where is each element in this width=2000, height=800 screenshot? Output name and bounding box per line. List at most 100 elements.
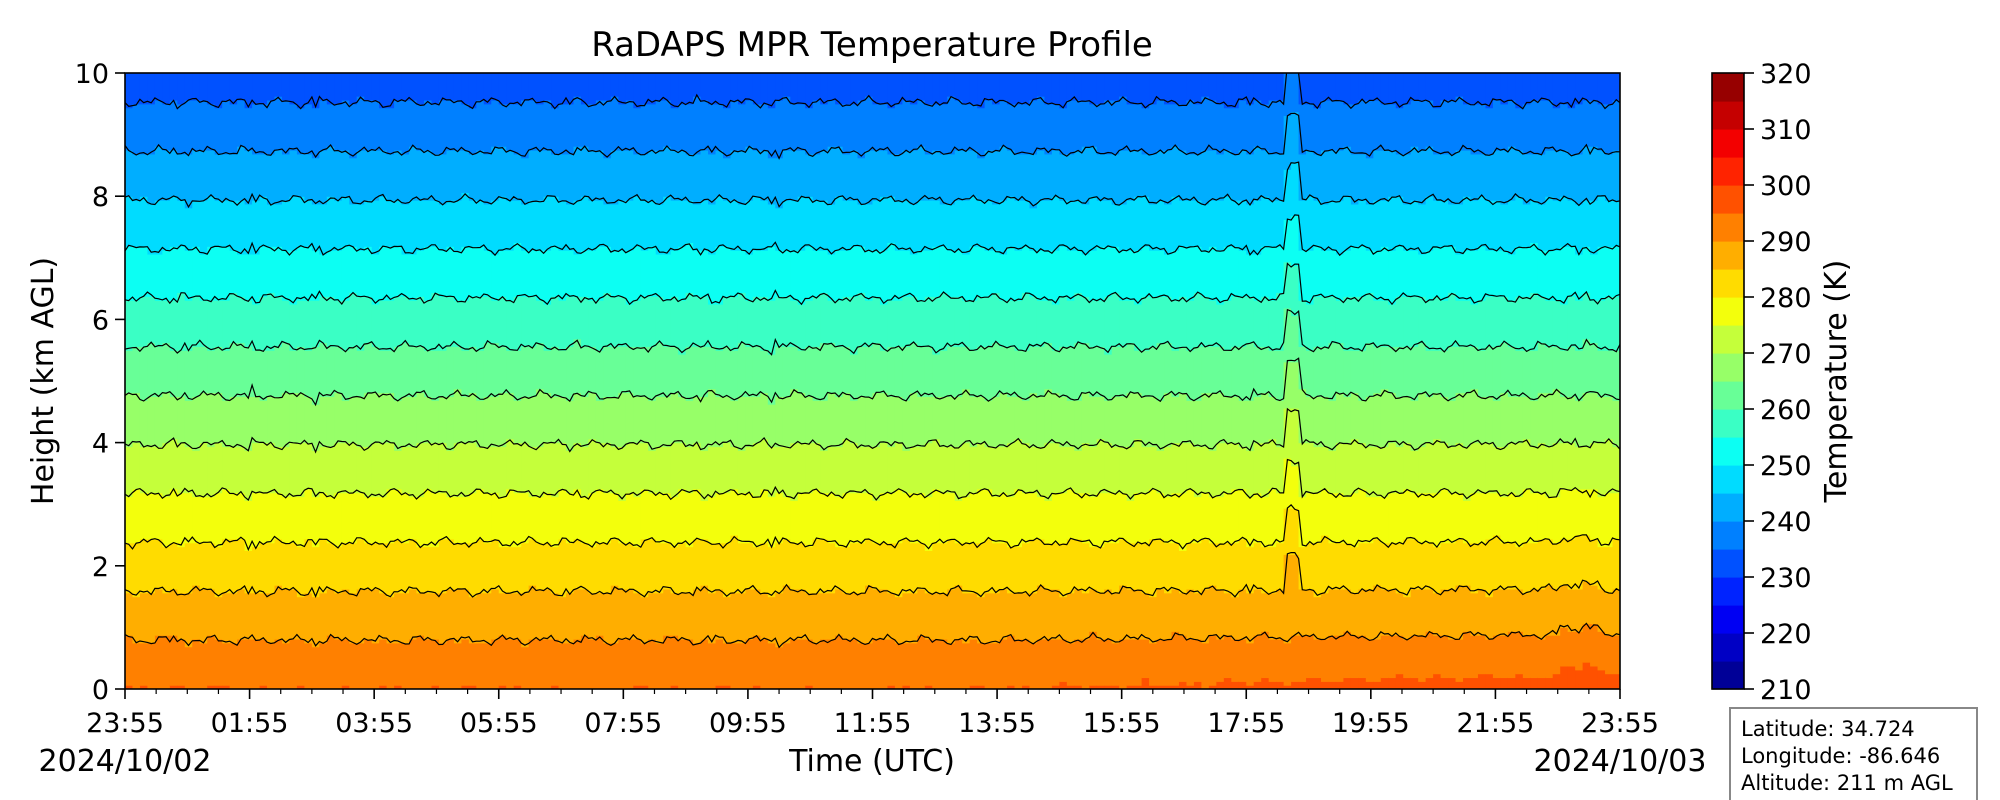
temperature-cell — [1066, 446, 1075, 490]
temperature-cell — [1096, 200, 1105, 247]
temperature-cell — [693, 203, 702, 251]
temperature-cell — [1530, 588, 1539, 636]
temperature-cell — [506, 73, 515, 105]
temperature-cell — [1059, 596, 1068, 640]
temperature-cell — [805, 442, 814, 494]
temperature-cell — [536, 73, 545, 105]
temperature-cell — [491, 300, 500, 344]
temperature-cell — [214, 685, 223, 689]
temperature-cell — [1380, 73, 1389, 105]
temperature-cell — [1141, 592, 1150, 640]
temperature-cell — [1246, 400, 1255, 451]
temperature-cell — [513, 638, 522, 686]
temperature-cell — [162, 635, 171, 689]
temperature-cell — [566, 296, 575, 347]
temperature-cell — [1321, 150, 1330, 205]
temperature-cell — [237, 492, 246, 540]
temperature-cell — [1171, 73, 1180, 105]
temperature-cell — [625, 492, 634, 544]
temperature-cell — [917, 588, 926, 636]
temperature-cell — [1193, 246, 1202, 294]
temperature-cell — [857, 592, 866, 644]
temperature-cell — [1208, 450, 1217, 498]
temperature-cell — [1171, 685, 1180, 689]
temperature-cell — [1096, 103, 1105, 155]
temperature-cell — [483, 103, 492, 155]
temperature-cell — [797, 492, 806, 544]
temperature-cell — [1507, 253, 1516, 301]
temperature-cell — [984, 446, 993, 490]
temperature-cell — [588, 592, 597, 640]
temperature-cell — [1104, 588, 1113, 640]
temperature-cell — [1433, 107, 1442, 155]
temperature-cell — [708, 203, 717, 255]
temperature-cell — [1537, 492, 1546, 540]
temperature-cell — [192, 638, 201, 689]
temperature-cell — [483, 492, 492, 544]
temperature-cell — [1298, 681, 1307, 689]
temperature-cell — [812, 153, 821, 201]
temperature-cell — [409, 396, 418, 448]
temperature-cell — [536, 638, 545, 689]
temperature-cell — [356, 538, 365, 590]
temperature-cell — [909, 542, 918, 594]
temperature-cell — [394, 246, 403, 297]
temperature-cell — [879, 304, 889, 351]
temperature-cell — [416, 592, 425, 636]
temperature-cell — [543, 542, 552, 590]
temperature-cell — [894, 642, 903, 689]
temperature-cell — [1507, 396, 1516, 444]
temperature-cell — [715, 304, 724, 351]
temperature-cell — [304, 396, 313, 444]
temperature-cell — [932, 246, 941, 297]
temperature-cell — [1149, 296, 1158, 347]
temperature-cell — [132, 103, 141, 155]
temperature-cell — [1096, 638, 1105, 686]
temperature-cell — [1335, 442, 1345, 494]
temperature-cell — [715, 196, 724, 247]
temperature-cell — [229, 592, 238, 644]
temperature-cell — [1089, 250, 1098, 301]
temperature-cell — [1350, 635, 1359, 679]
temperature-cell — [625, 250, 634, 305]
temperature-cell — [902, 538, 911, 594]
temperature-cell — [1029, 296, 1038, 347]
temperature-cell — [1306, 73, 1315, 105]
temperature-cell — [1066, 250, 1075, 301]
temperature-cell — [371, 200, 380, 255]
temperature-cell — [1051, 638, 1060, 686]
temperature-cell — [610, 492, 619, 540]
temperature-cell — [827, 342, 836, 394]
temperature-cell — [416, 103, 425, 151]
temperature-cell — [1223, 300, 1232, 351]
colorbar-band — [1712, 213, 1744, 242]
temperature-cell — [1089, 146, 1098, 197]
temperature-cell — [805, 73, 814, 109]
temperature-cell — [214, 492, 223, 548]
temperature-cell — [1582, 99, 1591, 147]
temperature-cell — [199, 346, 208, 394]
temperature-cell — [1089, 196, 1098, 251]
temperature-cell — [1313, 492, 1322, 544]
temperature-cell — [1074, 200, 1083, 251]
temperature-cell — [1343, 146, 1352, 197]
temperature-cell — [737, 203, 747, 251]
temperature-cell — [1126, 542, 1135, 590]
temperature-cell — [1141, 446, 1150, 494]
temperature-cell — [1597, 73, 1606, 105]
temperature-cell — [1171, 396, 1180, 444]
temperature-cell — [850, 492, 859, 544]
temperature-cell — [1141, 296, 1150, 351]
temperature-cell — [887, 73, 896, 109]
temperature-cell — [715, 492, 724, 544]
temperature-cell — [491, 588, 500, 640]
temperature-cell — [820, 538, 829, 594]
temperature-cell — [319, 446, 328, 494]
temperature-cell — [1358, 635, 1367, 679]
temperature-cell — [633, 153, 642, 197]
temperature-cell — [977, 685, 986, 689]
temperature-cell — [304, 538, 313, 594]
temperature-cell — [1530, 677, 1539, 689]
temperature-cell — [872, 638, 881, 689]
temperature-cell — [364, 588, 373, 640]
